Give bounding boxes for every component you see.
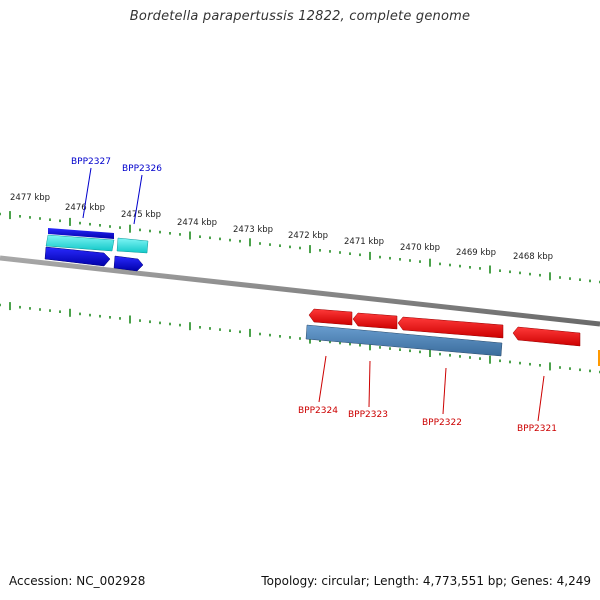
- gene-label-BPP2322[interactable]: BPP2322: [422, 418, 462, 428]
- gene-label-BPP2321[interactable]: BPP2321: [517, 424, 557, 434]
- genome-summary-text: Topology: circular; Length: 4,773,551 bp…: [261, 574, 591, 588]
- gene-feature-outline: [48, 228, 114, 239]
- scale-label-2475: 2475 kbp: [121, 210, 161, 220]
- gene-BPP2321[interactable]: [512, 326, 581, 347]
- scale-label-2468: 2468 kbp: [513, 252, 553, 262]
- cds-feature: [308, 308, 353, 326]
- gene-label-BPP2323[interactable]: BPP2323: [348, 410, 388, 420]
- callout-line-BPP2326: [133, 174, 143, 225]
- gene-label-BPP2324[interactable]: BPP2324: [298, 406, 338, 416]
- callout-line-BPP2321: [537, 375, 545, 422]
- scale-label-2469: 2469 kbp: [456, 248, 496, 258]
- callout-line-BPP2322: [442, 367, 447, 415]
- accession-text: Accession: NC_002928: [9, 574, 146, 588]
- cds-feature: [512, 326, 581, 347]
- gene-BPP2327[interactable]: [44, 228, 115, 267]
- scale-label-2474: 2474 kbp: [177, 218, 217, 228]
- gene-BPP2326[interactable]: [113, 237, 149, 272]
- cds-feature: [352, 312, 398, 330]
- scale-ticks-top: [0, 211, 600, 284]
- scale-label-2473: 2473 kbp: [233, 225, 273, 235]
- gene-feature: [45, 234, 115, 252]
- genome-backbone: [0, 255, 600, 327]
- callout-line-BPP2327: [82, 167, 92, 219]
- gene-BPP2322[interactable]: [305, 316, 504, 357]
- scale-label-2472: 2472 kbp: [288, 231, 328, 241]
- cds-feature: [113, 255, 144, 272]
- gene-feature: [116, 237, 149, 254]
- cds-feature: [44, 246, 111, 267]
- gene-BPP2324[interactable]: [308, 308, 353, 326]
- callout-line-BPP2324: [318, 355, 327, 403]
- callout-line-BPP2323: [368, 360, 371, 408]
- scale-label-2470: 2470 kbp: [400, 243, 440, 253]
- cds-feature: [397, 316, 504, 339]
- gene-label-BPP2326[interactable]: BPP2326: [122, 164, 162, 174]
- page-title: Bordetella parapertussis 12822, complete…: [129, 9, 471, 24]
- scale-label-2477: 2477 kbp: [10, 193, 50, 203]
- gene-label-BPP2327[interactable]: BPP2327: [71, 157, 111, 167]
- gene-feature: [305, 324, 503, 357]
- gene-BPP2323[interactable]: [352, 312, 398, 330]
- scale-label-2471: 2471 kbp: [344, 237, 384, 247]
